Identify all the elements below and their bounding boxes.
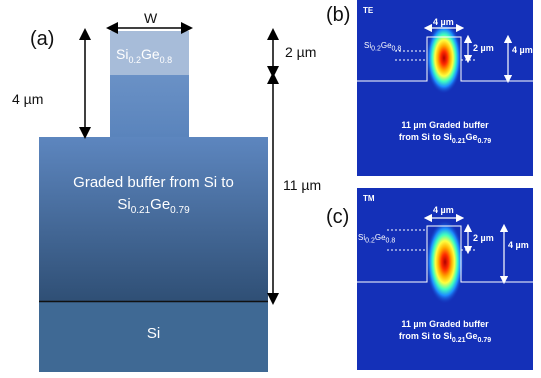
width-label: W bbox=[144, 10, 158, 26]
buffer-label: Graded buffer from Si to Si0.21Ge0.79 bbox=[73, 174, 234, 216]
te-h4-label: 4 µm bbox=[512, 45, 533, 55]
si-substrate bbox=[39, 302, 268, 372]
graded-buffer bbox=[39, 137, 268, 302]
te-mode-field bbox=[426, 22, 462, 94]
te-width-label: 4 µm bbox=[433, 17, 454, 27]
tm-waveguide-outline bbox=[357, 225, 533, 283]
tm-layer-label: Si0.2Ge0.8 bbox=[358, 233, 396, 245]
ridge-lower bbox=[110, 75, 189, 137]
te-h2-label: 2 µm bbox=[473, 43, 494, 53]
te-waveguide-outline bbox=[357, 36, 533, 82]
ridge-height-label: 4 µm bbox=[12, 91, 44, 107]
panel-c-mode-map bbox=[357, 188, 533, 370]
panel-b-label: (b) bbox=[326, 4, 351, 26]
panel-a-diagram bbox=[39, 22, 279, 372]
top-height-label: 2 µm bbox=[285, 44, 317, 60]
tm-h2-label: 2 µm bbox=[473, 233, 494, 243]
tm-buffer-label: 11 µm Graded buffer from Si to Si0.21Ge0… bbox=[398, 319, 492, 344]
te-layer-label: Si0.2Ge0.8 bbox=[364, 41, 402, 53]
te-mode-label: TE bbox=[363, 6, 374, 15]
tm-h4-label: 4 µm bbox=[508, 240, 529, 250]
panel-a-label: (a) bbox=[30, 28, 55, 50]
te-buffer-label: 11 µm Graded buffer from Si to Si0.21Ge0… bbox=[398, 120, 492, 145]
panel-b-mode-map bbox=[357, 0, 533, 176]
substrate-label: Si bbox=[146, 325, 161, 342]
tm-mode-field bbox=[426, 220, 464, 304]
buffer-height-label: 11 µm bbox=[283, 177, 322, 193]
panel-c-label: (c) bbox=[326, 206, 350, 228]
tm-mode-label: TM bbox=[363, 194, 375, 203]
top-sige-layer bbox=[110, 31, 189, 75]
top-layer-label: Si0.2Ge0.8 bbox=[116, 46, 173, 65]
tm-width-label: 4 µm bbox=[433, 205, 454, 215]
